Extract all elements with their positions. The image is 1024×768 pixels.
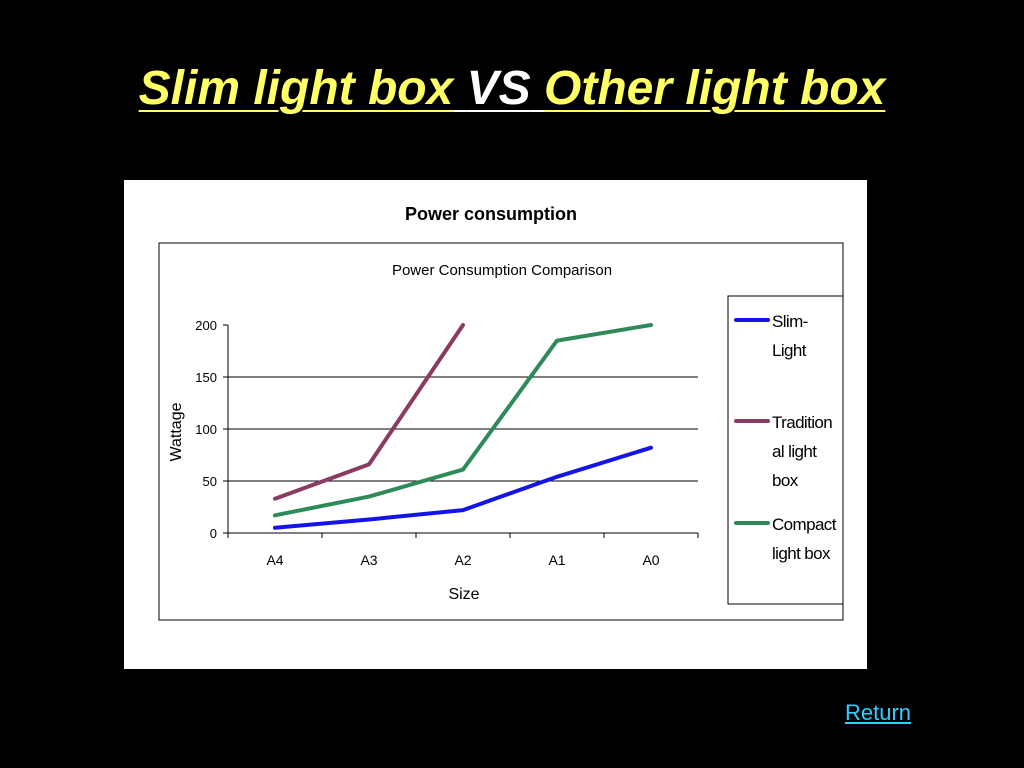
y-tick-label: 50 xyxy=(203,474,217,489)
legend: Slim- Light Tradition al light box Compact lig… xyxy=(734,312,837,563)
chart-header: Power consumption xyxy=(405,204,577,224)
title-other-light-box: Other light box xyxy=(544,62,886,115)
x-tick-label: A3 xyxy=(360,552,377,568)
legend-label: al light xyxy=(772,442,817,461)
legend-label: Light xyxy=(772,341,807,360)
chart-frame xyxy=(158,242,844,621)
series-layer xyxy=(273,323,653,530)
y-tick-label: 100 xyxy=(195,422,217,437)
x-tick-label: A2 xyxy=(454,552,471,568)
grid-layer xyxy=(228,376,698,482)
title-spacer-right xyxy=(531,62,544,115)
x-tick-label: A0 xyxy=(642,552,659,568)
axis-layer: 0 50 100 150 200 A4 A3 A2 A1 A0 Size Wattage xyxy=(168,318,699,603)
x-tick-label: A1 xyxy=(548,552,565,568)
legend-label: light box xyxy=(772,544,831,563)
y-tick-label: 200 xyxy=(195,318,217,333)
legend-box xyxy=(727,295,844,605)
legend-label: Slim- xyxy=(772,312,808,331)
chart-panel: Power consumption Power Consumption Comp… xyxy=(124,180,867,669)
y-axis-label: Wattage xyxy=(168,402,185,461)
series-line-2 xyxy=(273,323,465,501)
chart-title: Power Consumption Comparison xyxy=(392,262,612,279)
title-vs: VS xyxy=(466,62,531,115)
slide-title: Slim light box VS Other light box xyxy=(0,60,1024,118)
power-consumption-chart: Power consumption Power Consumption Comp… xyxy=(158,204,844,621)
title-slim-light-box: Slim light box xyxy=(138,62,454,115)
legend-label: Tradition xyxy=(772,413,832,432)
y-tick-label: 150 xyxy=(195,370,217,385)
x-axis-label: Size xyxy=(448,586,479,603)
legend-label: Compact xyxy=(772,515,837,534)
return-link[interactable]: Return xyxy=(845,700,912,725)
series-line-3 xyxy=(273,323,653,518)
x-tick-label: A4 xyxy=(266,552,283,568)
series-line-1 xyxy=(273,445,653,530)
y-tick-label: 0 xyxy=(210,526,217,541)
legend-label: box xyxy=(772,471,799,490)
title-spacer-left xyxy=(453,62,466,115)
